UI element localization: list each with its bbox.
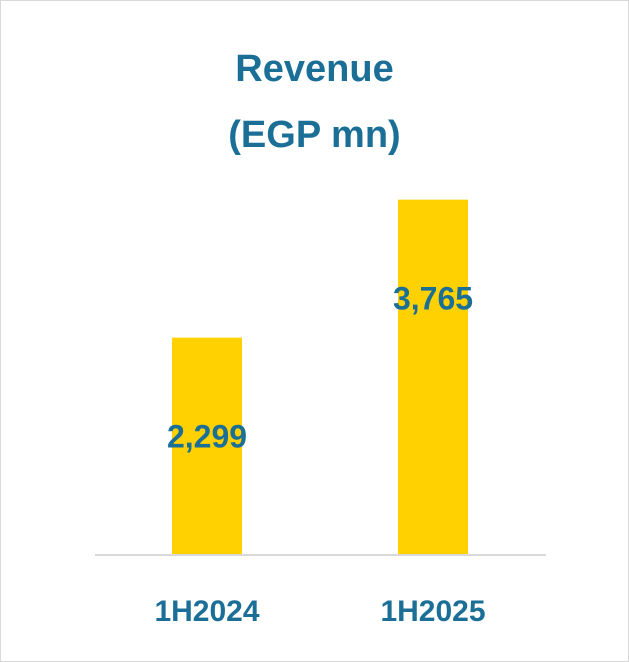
chart-title: Revenue	[235, 48, 394, 90]
value-label-1H2024: 2,299	[167, 419, 247, 455]
value-label-1H2025: 3,765	[393, 281, 473, 317]
bar-1H2024	[172, 337, 242, 554]
bars-layer	[172, 199, 468, 554]
bar-1H2025	[398, 199, 468, 554]
category-label-1H2025: 1H2025	[380, 595, 485, 628]
labels-layer: 2,299 1H2024 3,765 1H2025	[154, 281, 485, 628]
category-label-1H2024: 1H2024	[154, 595, 259, 628]
chart-subtitle: (EGP mn)	[228, 114, 401, 156]
